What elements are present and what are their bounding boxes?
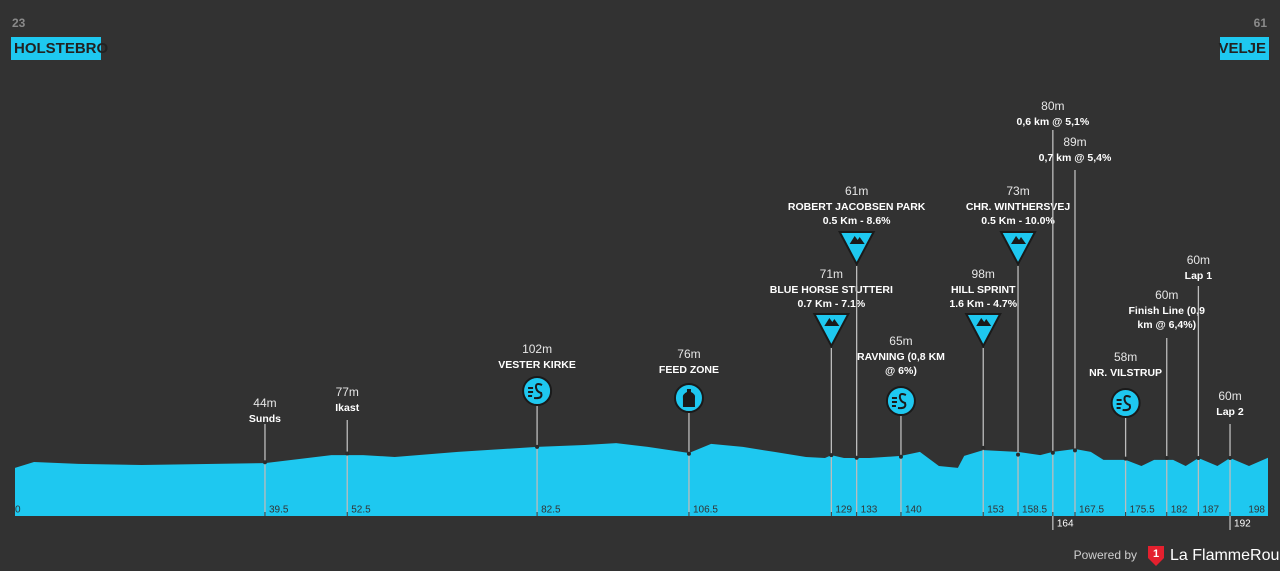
marker-name: 0.5 Km - 10.0% — [981, 215, 1055, 227]
marker-name: Finish Line (0,9 — [1129, 305, 1206, 317]
elevation-point — [898, 454, 903, 459]
elevation-point — [981, 445, 986, 450]
marker-elevation: 44m — [253, 396, 276, 410]
marker-name: km @ 6,4%) — [1137, 319, 1196, 331]
marker-elevation: 80m — [1041, 99, 1064, 113]
marker-elevation: 71m — [820, 267, 843, 281]
marker-elevation: 60m — [1187, 253, 1210, 267]
sprint-glyph — [1116, 395, 1132, 412]
km-label: 106.5 — [693, 505, 718, 516]
elevation-point — [1228, 456, 1233, 461]
climb-icon — [837, 231, 876, 267]
marker-elevation: 61m — [845, 184, 868, 198]
marker-name: 0.5 Km - 8.6% — [823, 215, 891, 227]
km-label: 140 — [905, 505, 922, 516]
marker-name: CHR. WINTHERSVEJ — [966, 201, 1071, 213]
marker-elevation: 98m — [972, 267, 995, 281]
elevation-point — [1164, 456, 1169, 461]
elevation-point — [1050, 450, 1055, 455]
marker-name: 0.7 Km - 7.1% — [797, 298, 865, 310]
marker-name: RAVNING (0,8 KM — [857, 351, 945, 363]
marker-name: Sunds — [249, 413, 281, 425]
km-label: 187 — [1202, 505, 1219, 516]
sprint-glyph — [891, 393, 907, 410]
km-label: 153 — [987, 505, 1004, 516]
marker-name: 1.6 Km - 4.7% — [949, 298, 1017, 310]
finish-elevation: 61 — [1254, 16, 1268, 30]
elevation-point — [1196, 456, 1201, 461]
km-label: 182 — [1171, 505, 1188, 516]
km-label: 198 — [1248, 505, 1265, 516]
marker-elevation: 58m — [1114, 350, 1137, 364]
climb-icon — [964, 313, 1002, 349]
marker-elevation: 89m — [1063, 135, 1086, 149]
km-label: 129 — [835, 505, 852, 516]
km-label: 82.5 — [541, 505, 561, 516]
marker-name: VESTER KIRKE — [498, 359, 576, 371]
finish-box — [1220, 37, 1269, 60]
marker-name: NR. VILSTRUP — [1089, 367, 1162, 379]
finish-name: VELJE — [1218, 40, 1266, 57]
marker-elevation: 73m — [1006, 184, 1029, 198]
marker-name: HILL SPRINT — [951, 284, 1016, 296]
climb-mountain — [1011, 236, 1027, 244]
km-label: 167.5 — [1079, 505, 1104, 516]
elevation-point — [262, 460, 267, 465]
km-label: 0 — [15, 505, 21, 516]
brand-name: La FlammeRouge — [1170, 547, 1280, 564]
sprint-glyph — [528, 383, 543, 400]
profile-area — [15, 443, 1268, 516]
elevation-point — [1016, 452, 1021, 457]
marker-elevation: 77m — [336, 385, 359, 399]
km-label: 52.5 — [351, 505, 371, 516]
start-box — [11, 37, 101, 60]
start-elevation: 23 — [12, 16, 26, 30]
marker-name: BLUE HORSE STUTTERI — [770, 284, 893, 296]
powered-by: Powered by — [1074, 548, 1137, 562]
elevation-point — [1072, 448, 1077, 453]
marker-elevation: 60m — [1155, 288, 1178, 302]
climb-mountain — [824, 318, 840, 326]
marker-elevation: 102m — [522, 342, 552, 356]
marker-elevation: 60m — [1218, 389, 1241, 403]
marker-name: Lap 2 — [1216, 406, 1244, 418]
elevation-point — [829, 453, 834, 458]
marker-elevation: 65m — [889, 334, 912, 348]
marker-name: 0,7 km @ 5,4% — [1039, 152, 1112, 164]
km-label: 192 — [1234, 519, 1251, 530]
elevation-point — [1123, 456, 1128, 461]
marker-name: ROBERT JACOBSEN PARK — [788, 201, 926, 213]
climb-icon — [812, 313, 851, 349]
elevation-point — [535, 444, 540, 449]
km-label: 158.5 — [1022, 505, 1047, 516]
start-name: HOLSTEBRO — [14, 40, 109, 57]
km-label: 39.5 — [269, 505, 289, 516]
elevation-point — [345, 451, 350, 456]
marker-name: FEED ZONE — [659, 364, 719, 376]
km-label: 175.5 — [1130, 505, 1155, 516]
climb-mountain — [976, 318, 992, 326]
plot: 44m Sunds 77m Ikast 102m VESTER KIRKE 76m FEED … — [15, 99, 1268, 530]
marker-name: Ikast — [335, 402, 359, 414]
marker-name: Lap 1 — [1185, 270, 1213, 282]
km-label: 133 — [861, 505, 878, 516]
brand-number: 1 — [1153, 548, 1159, 560]
feed-glyph — [682, 389, 696, 407]
climb-icon — [999, 231, 1037, 267]
climb-mountain — [849, 236, 865, 244]
brand-logo — [1148, 546, 1164, 566]
km-label: 164 — [1057, 519, 1074, 530]
elevation-point — [854, 455, 859, 460]
marker-name: @ 6%) — [885, 365, 917, 377]
marker-elevation: 76m — [677, 347, 700, 361]
elevation-point — [686, 451, 691, 456]
marker-name: 0,6 km @ 5,1% — [1016, 116, 1089, 128]
